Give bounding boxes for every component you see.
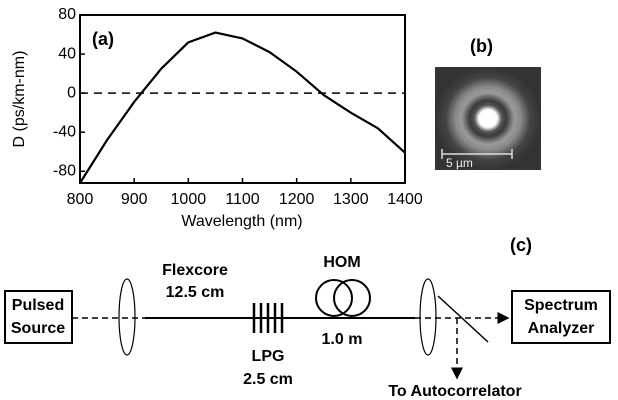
hom-label: 1.0 m: [322, 331, 363, 348]
y-tick-label: 80: [58, 6, 76, 23]
fiber-label: Flexcore: [162, 262, 228, 279]
data-line: [80, 33, 405, 183]
panel-label: (b): [470, 36, 493, 56]
y-axis-label: D (ps/km-nm): [11, 51, 28, 148]
x-tick-label: 800: [67, 191, 94, 208]
y-tick-label: -80: [53, 162, 76, 179]
y-tick-label: 40: [58, 45, 76, 62]
x-axis-label: Wavelength (nm): [181, 213, 302, 230]
plot-frame: [80, 15, 405, 183]
box-label: Pulsed: [12, 297, 64, 314]
fiber-label: 12.5 cm: [166, 284, 225, 301]
box-label: Analyzer: [528, 320, 595, 337]
scale-bar-label: 5 µm: [446, 156, 473, 170]
setup-diagram: [5, 279, 610, 378]
page: (a) D (ps/km-nm) Wavelength (nm) -80 -40 0…: [0, 0, 618, 400]
lpg-label: LPG: [252, 348, 285, 365]
panel-label: (a): [92, 29, 114, 49]
lpg-label: 2.5 cm: [243, 371, 293, 388]
panel-label: (c): [510, 235, 532, 255]
x-tick-label: 1000: [171, 191, 207, 208]
box-label: Source: [11, 320, 65, 337]
y-tick-label: -40: [53, 123, 76, 140]
box-label: Spectrum: [524, 297, 598, 314]
x-tick-label: 900: [121, 191, 148, 208]
x-tick-label: 1400: [387, 191, 423, 208]
x-tick-label: 1100: [225, 191, 260, 208]
hom-label: HOM: [323, 254, 360, 271]
output-label: To Autocorrelator: [388, 383, 521, 400]
x-tick-label: 1300: [333, 191, 369, 208]
y-tick-label: 0: [67, 84, 76, 101]
figure: (a) D (ps/km-nm) Wavelength (nm) -80 -40 0…: [0, 0, 618, 400]
x-tick-label: 1200: [279, 191, 315, 208]
